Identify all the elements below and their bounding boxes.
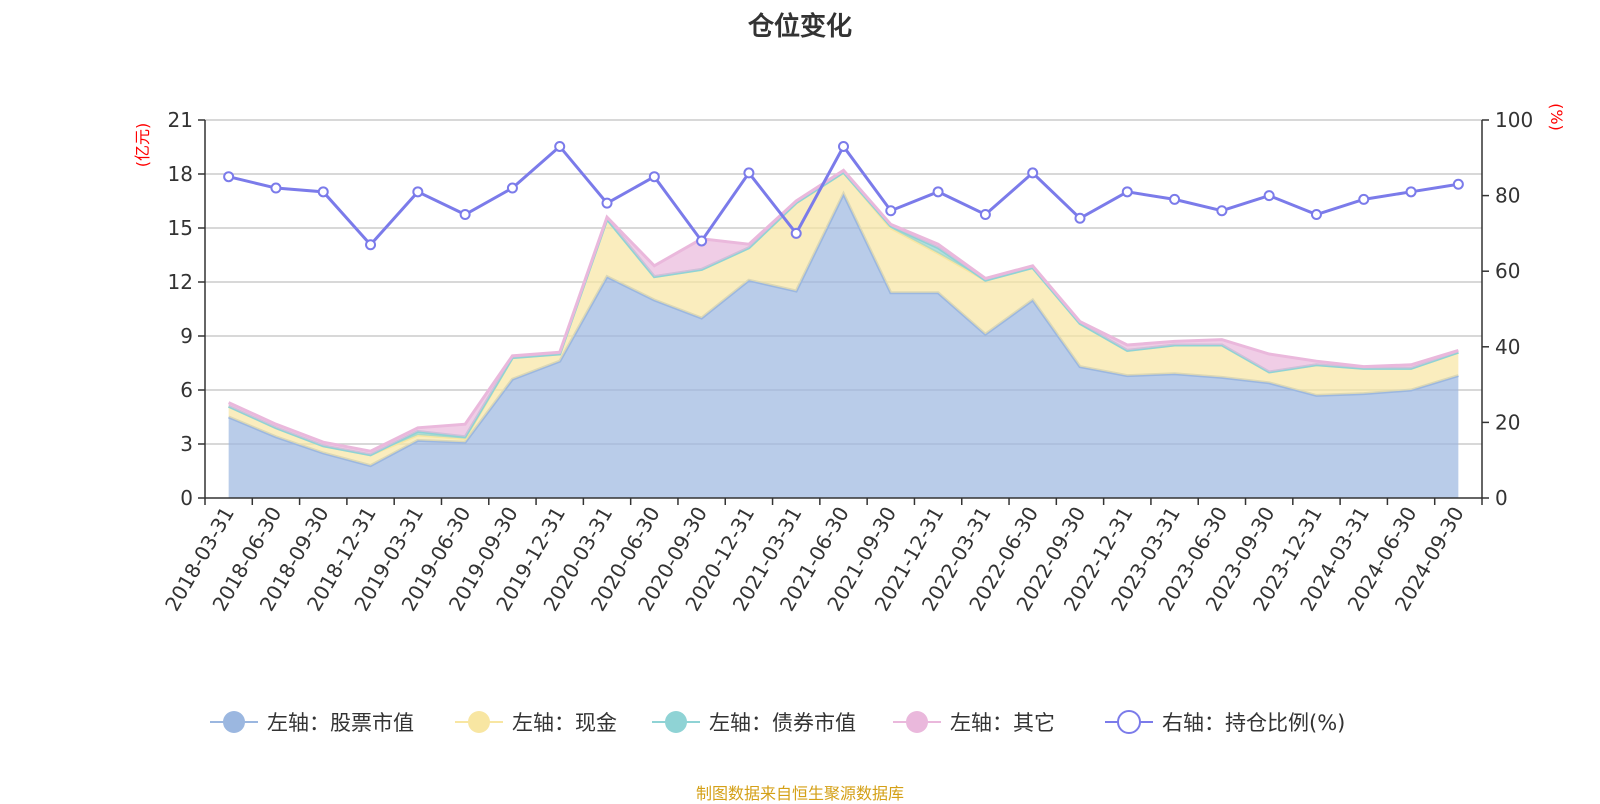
legend-label: 左轴：其它	[950, 711, 1055, 735]
left-tick-label: 12	[168, 270, 193, 294]
right-tick-label: 100	[1495, 108, 1533, 132]
legend-marker-icon	[906, 711, 928, 733]
source-note: 制图数据来自恒生聚源数据库	[695, 784, 904, 803]
left-tick-label: 9	[180, 324, 193, 348]
ratio-point	[743, 167, 755, 179]
ratio-point	[1358, 193, 1370, 205]
right-tick-label: 40	[1495, 335, 1520, 359]
legend-marker-icon	[665, 711, 687, 733]
left-tick-label: 18	[168, 162, 193, 186]
legend: 左轴：股票市值 左轴：现金 左轴：债券市值 左轴：其它 右轴：持仓比例(%)	[210, 710, 1345, 735]
legend-item-0: 左轴：股票市值	[210, 711, 414, 735]
ratio-point	[412, 186, 424, 198]
ratio-point	[1263, 190, 1275, 202]
right-tick-label: 20	[1495, 410, 1520, 434]
ratio-point	[506, 182, 518, 194]
right-tick-label: 0	[1495, 486, 1508, 510]
ratio-point	[223, 171, 235, 183]
ratio-point	[1216, 205, 1228, 217]
legend-label: 左轴：债券市值	[709, 711, 856, 735]
right-tick-label: 80	[1495, 184, 1520, 208]
ratio-point	[1310, 209, 1322, 220]
ratio-point	[696, 235, 708, 247]
ratio-point	[1027, 167, 1039, 179]
stacked-areas	[228, 168, 1459, 499]
legend-item-4: 右轴：持仓比例(%)	[1105, 710, 1345, 735]
ratio-point	[648, 171, 660, 183]
legend-label: 右轴：持仓比例(%)	[1162, 711, 1345, 735]
left-axis-unit: (亿元)	[133, 123, 152, 168]
left-tick-label: 6	[180, 378, 193, 402]
ratio-point	[979, 209, 991, 220]
legend-item-3: 左轴：其它	[893, 711, 1055, 735]
chart-title: 仓位变化	[747, 12, 852, 42]
legend-label: 左轴：股票市值	[267, 711, 414, 735]
legend-marker-icon	[223, 711, 245, 733]
right-tick-label: 60	[1495, 259, 1520, 283]
ratio-point	[1074, 212, 1086, 224]
ratio-point	[1405, 186, 1417, 198]
ratio-point	[270, 182, 282, 194]
ratio-point	[317, 186, 329, 198]
ratio-point	[459, 209, 471, 220]
ratio-point	[554, 140, 566, 152]
legend-marker-icon	[468, 711, 490, 733]
legend-marker-icon	[1117, 710, 1141, 734]
ratio-point	[838, 140, 849, 152]
left-tick-label: 15	[168, 216, 193, 240]
ratio-point	[932, 186, 944, 198]
ratio-point	[1452, 178, 1464, 190]
ratio-point	[885, 205, 897, 217]
left-tick-label: 21	[168, 108, 193, 132]
ratio-point	[790, 227, 802, 239]
ratio-point	[601, 197, 613, 209]
left-tick-label: 3	[180, 432, 193, 456]
area-series-0	[228, 193, 1459, 499]
holding-ratio-line	[223, 140, 1464, 251]
left-tick-label: 0	[180, 486, 193, 510]
legend-item-2: 左轴：债券市值	[652, 711, 856, 735]
ratio-point	[1121, 186, 1133, 198]
area-edge-series-3	[228, 168, 1459, 453]
legend-label: 左轴：现金	[512, 711, 617, 735]
right-axis-unit: (%)	[1547, 103, 1566, 131]
legend-item-1: 左轴：现金	[455, 711, 617, 735]
ratio-point	[1169, 193, 1181, 205]
ratio-point	[365, 239, 377, 251]
